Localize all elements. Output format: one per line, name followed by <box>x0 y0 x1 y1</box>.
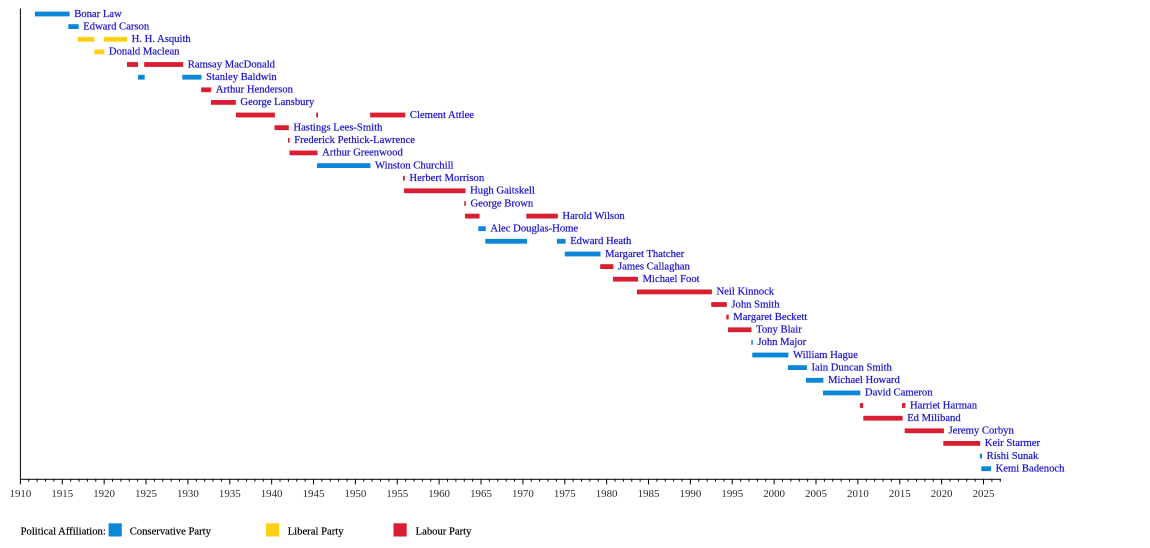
svg-text:Herbert Morrison: Herbert Morrison <box>409 173 484 184</box>
svg-text:Edward Heath: Edward Heath <box>570 236 632 247</box>
svg-text:Michael Howard: Michael Howard <box>828 375 900 386</box>
svg-text:1935: 1935 <box>219 488 241 500</box>
svg-text:Margaret Thatcher: Margaret Thatcher <box>605 249 685 260</box>
svg-text:George Brown: George Brown <box>471 198 534 209</box>
svg-text:H. H. Asquith: H. H. Asquith <box>132 34 192 45</box>
svg-text:Alec Douglas-Home: Alec Douglas-Home <box>490 224 578 235</box>
svg-text:1915: 1915 <box>51 488 73 500</box>
svg-text:Hastings Lees-Smith: Hastings Lees-Smith <box>293 123 383 134</box>
svg-text:Arthur Greenwood: Arthur Greenwood <box>322 148 403 159</box>
svg-text:1950: 1950 <box>345 488 367 500</box>
svg-text:1955: 1955 <box>386 488 408 500</box>
svg-text:Political Affiliation:: Political Affiliation: <box>21 527 106 538</box>
svg-text:Frederick Pethick-Lawrence: Frederick Pethick-Lawrence <box>294 135 415 146</box>
svg-text:William Hague: William Hague <box>793 350 858 361</box>
svg-text:Winston Churchill: Winston Churchill <box>375 160 454 171</box>
svg-text:Michael Foot: Michael Foot <box>643 274 700 285</box>
svg-text:2000: 2000 <box>763 488 785 500</box>
svg-text:1910: 1910 <box>10 488 32 500</box>
svg-text:1995: 1995 <box>721 488 743 500</box>
svg-text:1980: 1980 <box>596 488 618 500</box>
svg-text:2005: 2005 <box>805 488 827 500</box>
svg-text:Harold Wilson: Harold Wilson <box>562 211 625 222</box>
svg-text:Stanley Baldwin: Stanley Baldwin <box>206 72 277 83</box>
svg-text:1970: 1970 <box>512 488 534 500</box>
svg-text:James Callaghan: James Callaghan <box>618 261 690 272</box>
svg-text:1925: 1925 <box>135 488 157 500</box>
svg-text:Kemi Badenoch: Kemi Badenoch <box>996 464 1066 475</box>
svg-text:Donald Maclean: Donald Maclean <box>109 47 180 58</box>
svg-text:Neil Kinnock: Neil Kinnock <box>717 287 775 298</box>
svg-text:2015: 2015 <box>889 488 911 500</box>
svg-text:John Major: John Major <box>757 337 806 348</box>
svg-text:2010: 2010 <box>847 488 869 500</box>
svg-text:Rishi Sunak: Rishi Sunak <box>987 451 1039 462</box>
svg-text:Conservative Party: Conservative Party <box>130 527 212 538</box>
svg-text:John Smith: John Smith <box>731 299 780 310</box>
svg-text:Labour Party: Labour Party <box>416 527 473 538</box>
svg-text:1965: 1965 <box>470 488 492 500</box>
svg-text:1990: 1990 <box>680 488 702 500</box>
svg-text:1975: 1975 <box>554 488 576 500</box>
svg-text:Clement Attlee: Clement Attlee <box>410 110 474 121</box>
svg-text:1985: 1985 <box>638 488 660 500</box>
svg-text:Ramsay MacDonald: Ramsay MacDonald <box>188 59 276 70</box>
svg-text:Keir Starmer: Keir Starmer <box>985 438 1041 449</box>
svg-text:1930: 1930 <box>177 488 199 500</box>
svg-text:Tony Blair: Tony Blair <box>756 325 802 336</box>
svg-text:2025: 2025 <box>973 488 995 500</box>
svg-text:Bonar Law: Bonar Law <box>74 9 122 20</box>
svg-text:1940: 1940 <box>261 488 283 500</box>
svg-text:Ed Miliband: Ed Miliband <box>907 413 961 424</box>
svg-text:Edward Carson: Edward Carson <box>83 21 150 32</box>
svg-text:1920: 1920 <box>93 488 115 500</box>
svg-text:George Lansbury: George Lansbury <box>240 97 315 108</box>
svg-text:Harriet Harman: Harriet Harman <box>910 400 978 411</box>
svg-text:1945: 1945 <box>303 488 325 500</box>
svg-text:Liberal Party: Liberal Party <box>288 527 345 538</box>
svg-text:David Cameron: David Cameron <box>865 388 933 399</box>
svg-text:2020: 2020 <box>931 488 953 500</box>
svg-text:Arthur Henderson: Arthur Henderson <box>216 85 294 96</box>
svg-text:Jeremy Corbyn: Jeremy Corbyn <box>949 426 1015 437</box>
svg-text:Margaret Beckett: Margaret Beckett <box>733 312 807 323</box>
svg-text:Iain Duncan Smith: Iain Duncan Smith <box>812 362 893 373</box>
svg-text:1960: 1960 <box>428 488 450 500</box>
svg-text:Hugh Gaitskell: Hugh Gaitskell <box>470 186 535 197</box>
